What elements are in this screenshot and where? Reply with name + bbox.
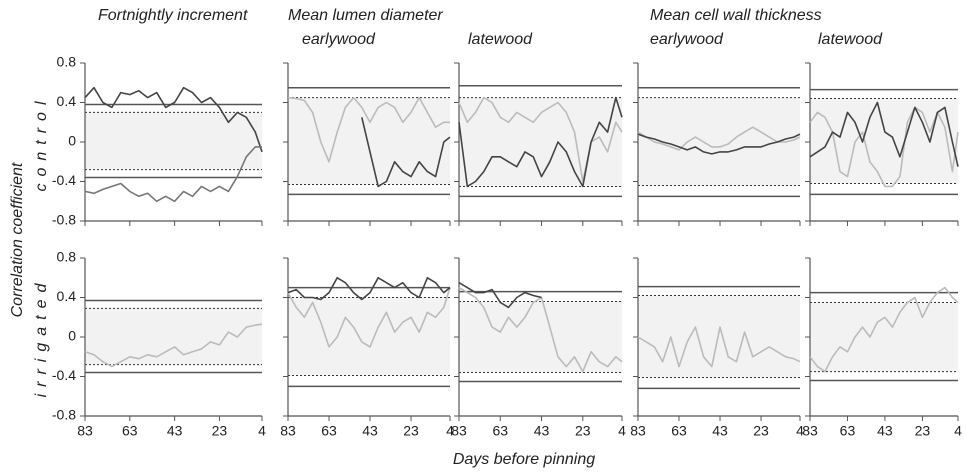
subtitle: earlywood [650, 31, 724, 48]
series-line [637, 133, 801, 155]
series-line [458, 96, 623, 188]
y-tick-label: 0.4 [57, 288, 77, 304]
x-tick-label: 43 [534, 423, 550, 439]
series-line [458, 282, 542, 309]
y-tick-label: -0.8 [52, 212, 76, 228]
series-line [287, 277, 451, 301]
x-tick-label: 4 [446, 423, 454, 439]
x-tick-label: 43 [712, 423, 728, 439]
series-line [361, 117, 451, 188]
group-title: Mean cell wall thickness [650, 7, 822, 24]
series-line [809, 101, 959, 167]
non-significant-band [810, 98, 958, 184]
series-line [287, 96, 450, 163]
x-tick-label: 23 [212, 423, 228, 439]
subtitle: latewood [468, 31, 533, 48]
row-label: irrigated [33, 277, 50, 398]
x-tick-label: 63 [122, 423, 138, 439]
x-tick-label: 4 [618, 423, 626, 439]
series-line [287, 287, 451, 348]
x-tick-label: 23 [403, 423, 419, 439]
x-tick-label: 63 [321, 423, 337, 439]
x-tick-label: 63 [492, 423, 508, 439]
non-significant-band [85, 112, 262, 170]
row-label: control [33, 94, 50, 191]
x-tick-label: 63 [840, 423, 856, 439]
y-tick-label: -0.4 [52, 367, 76, 383]
y-tick-label: 0 [68, 133, 76, 149]
x-tick-label: 23 [915, 423, 931, 439]
x-tick-label: 4 [796, 423, 804, 439]
x-tick-label: 23 [753, 423, 769, 439]
y-tick-label: -0.4 [52, 172, 76, 188]
series-line [458, 96, 623, 183]
series-line [809, 286, 959, 373]
x-tick-label: 83 [280, 423, 296, 439]
subtitle: latewood [818, 31, 883, 48]
series-line [637, 126, 801, 151]
group-title: Fortnightly increment [98, 7, 248, 24]
y-tick-label: 0 [68, 328, 76, 344]
x-tick-label: 43 [167, 423, 183, 439]
y-axis-label: Correlation coefficient [9, 162, 26, 317]
non-significant-band [638, 97, 800, 186]
x-tick-label: 83 [77, 423, 93, 439]
x-tick-label: 83 [802, 423, 818, 439]
x-tick-label: 23 [575, 423, 591, 439]
series-line [84, 146, 262, 203]
y-tick-label: 0.8 [57, 249, 77, 265]
non-significant-band [459, 301, 622, 373]
non-significant-band [638, 295, 800, 378]
group-title: Mean lumen diameter [288, 7, 443, 24]
non-significant-band [288, 97, 450, 185]
y-tick-label: -0.8 [52, 407, 76, 423]
x-tick-label: 63 [671, 423, 687, 439]
x-axis-label: Days before pinning [453, 451, 595, 468]
x-tick-label: 83 [451, 423, 467, 439]
x-tick-label: 4 [258, 423, 266, 439]
x-tick-label: 43 [362, 423, 378, 439]
non-significant-band [288, 297, 450, 376]
non-significant-band [810, 302, 958, 372]
series-line [84, 323, 263, 368]
x-tick-label: 4 [954, 423, 962, 439]
non-significant-band [85, 308, 262, 365]
y-tick-label: 0.8 [57, 54, 77, 70]
x-tick-label: 83 [630, 423, 646, 439]
x-tick-label: 43 [877, 423, 893, 439]
subtitle: earlywood [302, 31, 376, 48]
series-line [809, 106, 959, 188]
series-line [84, 86, 263, 153]
series-line [637, 326, 801, 368]
y-tick-label: 0.4 [57, 93, 77, 109]
